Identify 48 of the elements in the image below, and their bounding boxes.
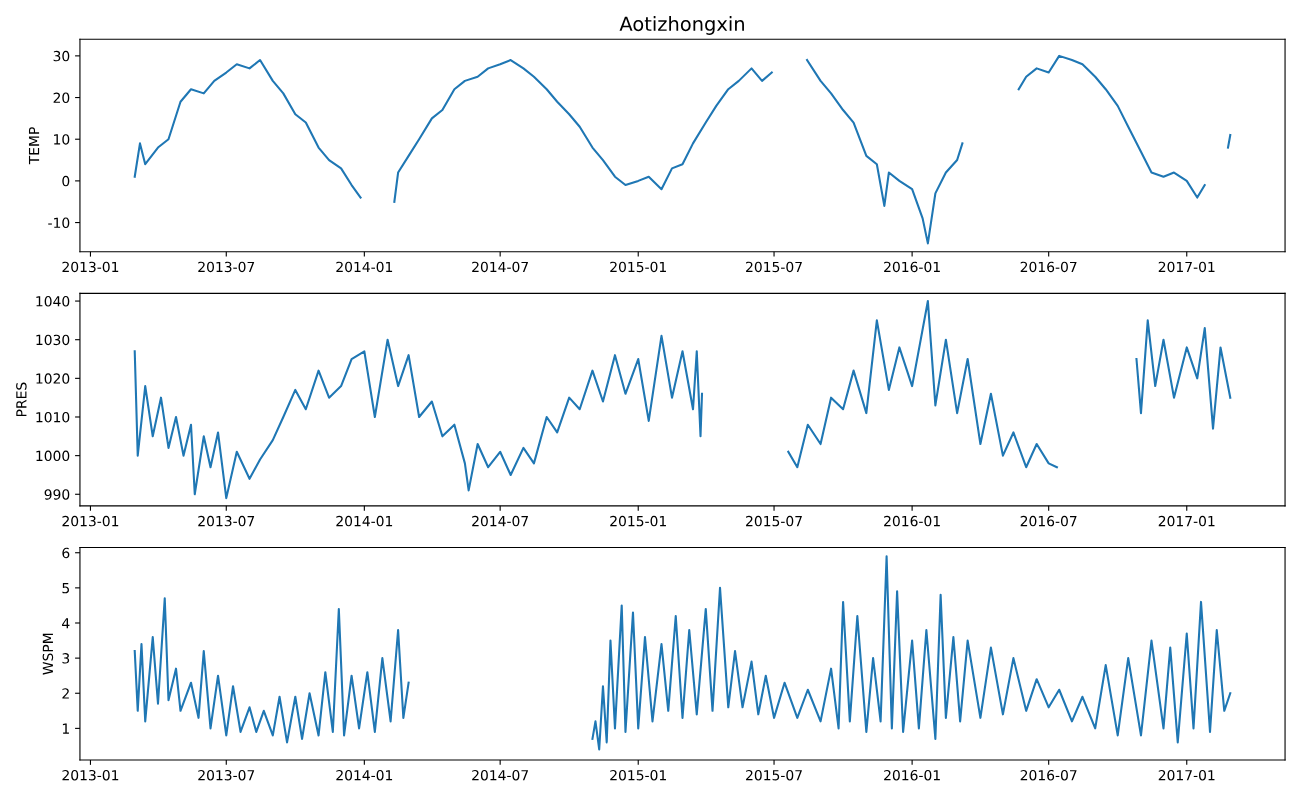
x-tick-label: 2013-01 — [62, 261, 119, 273]
x-tick-label: 2015-01 — [610, 769, 666, 781]
x-tick-label: 2013-07 — [198, 261, 255, 273]
x-tick-label: 2016-01 — [884, 261, 940, 273]
x-tick-label: 2013-01 — [62, 515, 119, 527]
y-tick-label: 10 — [54, 134, 70, 145]
y-tick-label: 1040 — [36, 296, 70, 307]
x-tick-label: 2013-07 — [198, 515, 255, 527]
x-tick-label: 2014-01 — [336, 261, 393, 273]
x-tick-label: 2014-01 — [336, 769, 393, 781]
y-tick-label: 990 — [44, 489, 70, 500]
y-tick-label: 2 — [62, 688, 69, 699]
x-tick-label: 2014-07 — [472, 769, 528, 781]
y-tick-label: 30 — [53, 50, 70, 62]
x-tick-label: 2016-01 — [884, 769, 940, 781]
y-tick-label: 1010 — [36, 411, 70, 423]
x-tick-label: 2017-01 — [1158, 261, 1215, 273]
x-tick-label: 2015-07 — [746, 261, 802, 273]
x-tick-label: 2017-01 — [1158, 515, 1215, 527]
chart-title: Aotizhongxin — [619, 16, 744, 35]
y-axis-title: WSPM — [42, 633, 54, 675]
y-tick-label: 3 — [62, 653, 70, 664]
y-tick-label: 1020 — [36, 373, 70, 384]
x-tick-label: 2015-07 — [746, 769, 802, 781]
x-tick-label: 2015-07 — [746, 515, 802, 527]
x-tick-label: 2016-01 — [884, 515, 940, 527]
x-tick-label: 2015-01 — [610, 261, 666, 273]
x-tick-label: 2017-01 — [1158, 769, 1215, 781]
x-tick-label: 2014-07 — [472, 515, 528, 527]
y-tick-label: 0 — [62, 175, 70, 187]
x-tick-label: 2016-07 — [1020, 261, 1077, 273]
y-tick-label: 5 — [62, 583, 70, 594]
y-axis-title: PRES — [16, 382, 27, 417]
x-tick-label: 2015-01 — [610, 515, 666, 527]
y-tick-label: 20 — [53, 92, 70, 104]
y-tick-label: 1000 — [36, 450, 70, 462]
y-tick-label: -10 — [48, 217, 70, 229]
x-tick-label: 2013-07 — [198, 769, 255, 781]
x-tick-label: 2013-01 — [62, 769, 119, 781]
x-tick-label: 2014-01 — [336, 515, 393, 527]
y-tick-label: 6 — [62, 547, 70, 559]
x-tick-label: 2014-07 — [472, 261, 528, 273]
y-tick-label: 1030 — [36, 334, 70, 346]
y-tick-label: 1 — [62, 723, 69, 734]
x-tick-label: 2016-07 — [1020, 769, 1077, 781]
y-axis-title: TEMP — [28, 127, 40, 165]
x-tick-label: 2016-07 — [1020, 515, 1077, 527]
y-tick-label: 4 — [62, 618, 70, 629]
